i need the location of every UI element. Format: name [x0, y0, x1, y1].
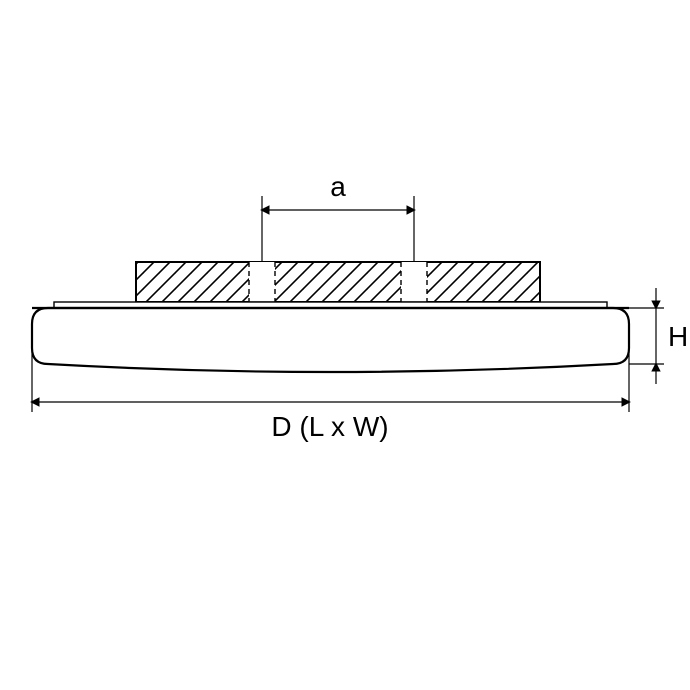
label-h: H	[668, 321, 688, 352]
dimension-h: H	[629, 288, 688, 384]
technical-drawing: a D (L x W) H	[0, 0, 690, 690]
dimension-a: a	[262, 171, 414, 262]
label-d: D (L x W)	[271, 411, 388, 442]
fixture-body	[32, 308, 629, 372]
label-a: a	[330, 171, 346, 202]
mount-plate	[136, 262, 540, 302]
